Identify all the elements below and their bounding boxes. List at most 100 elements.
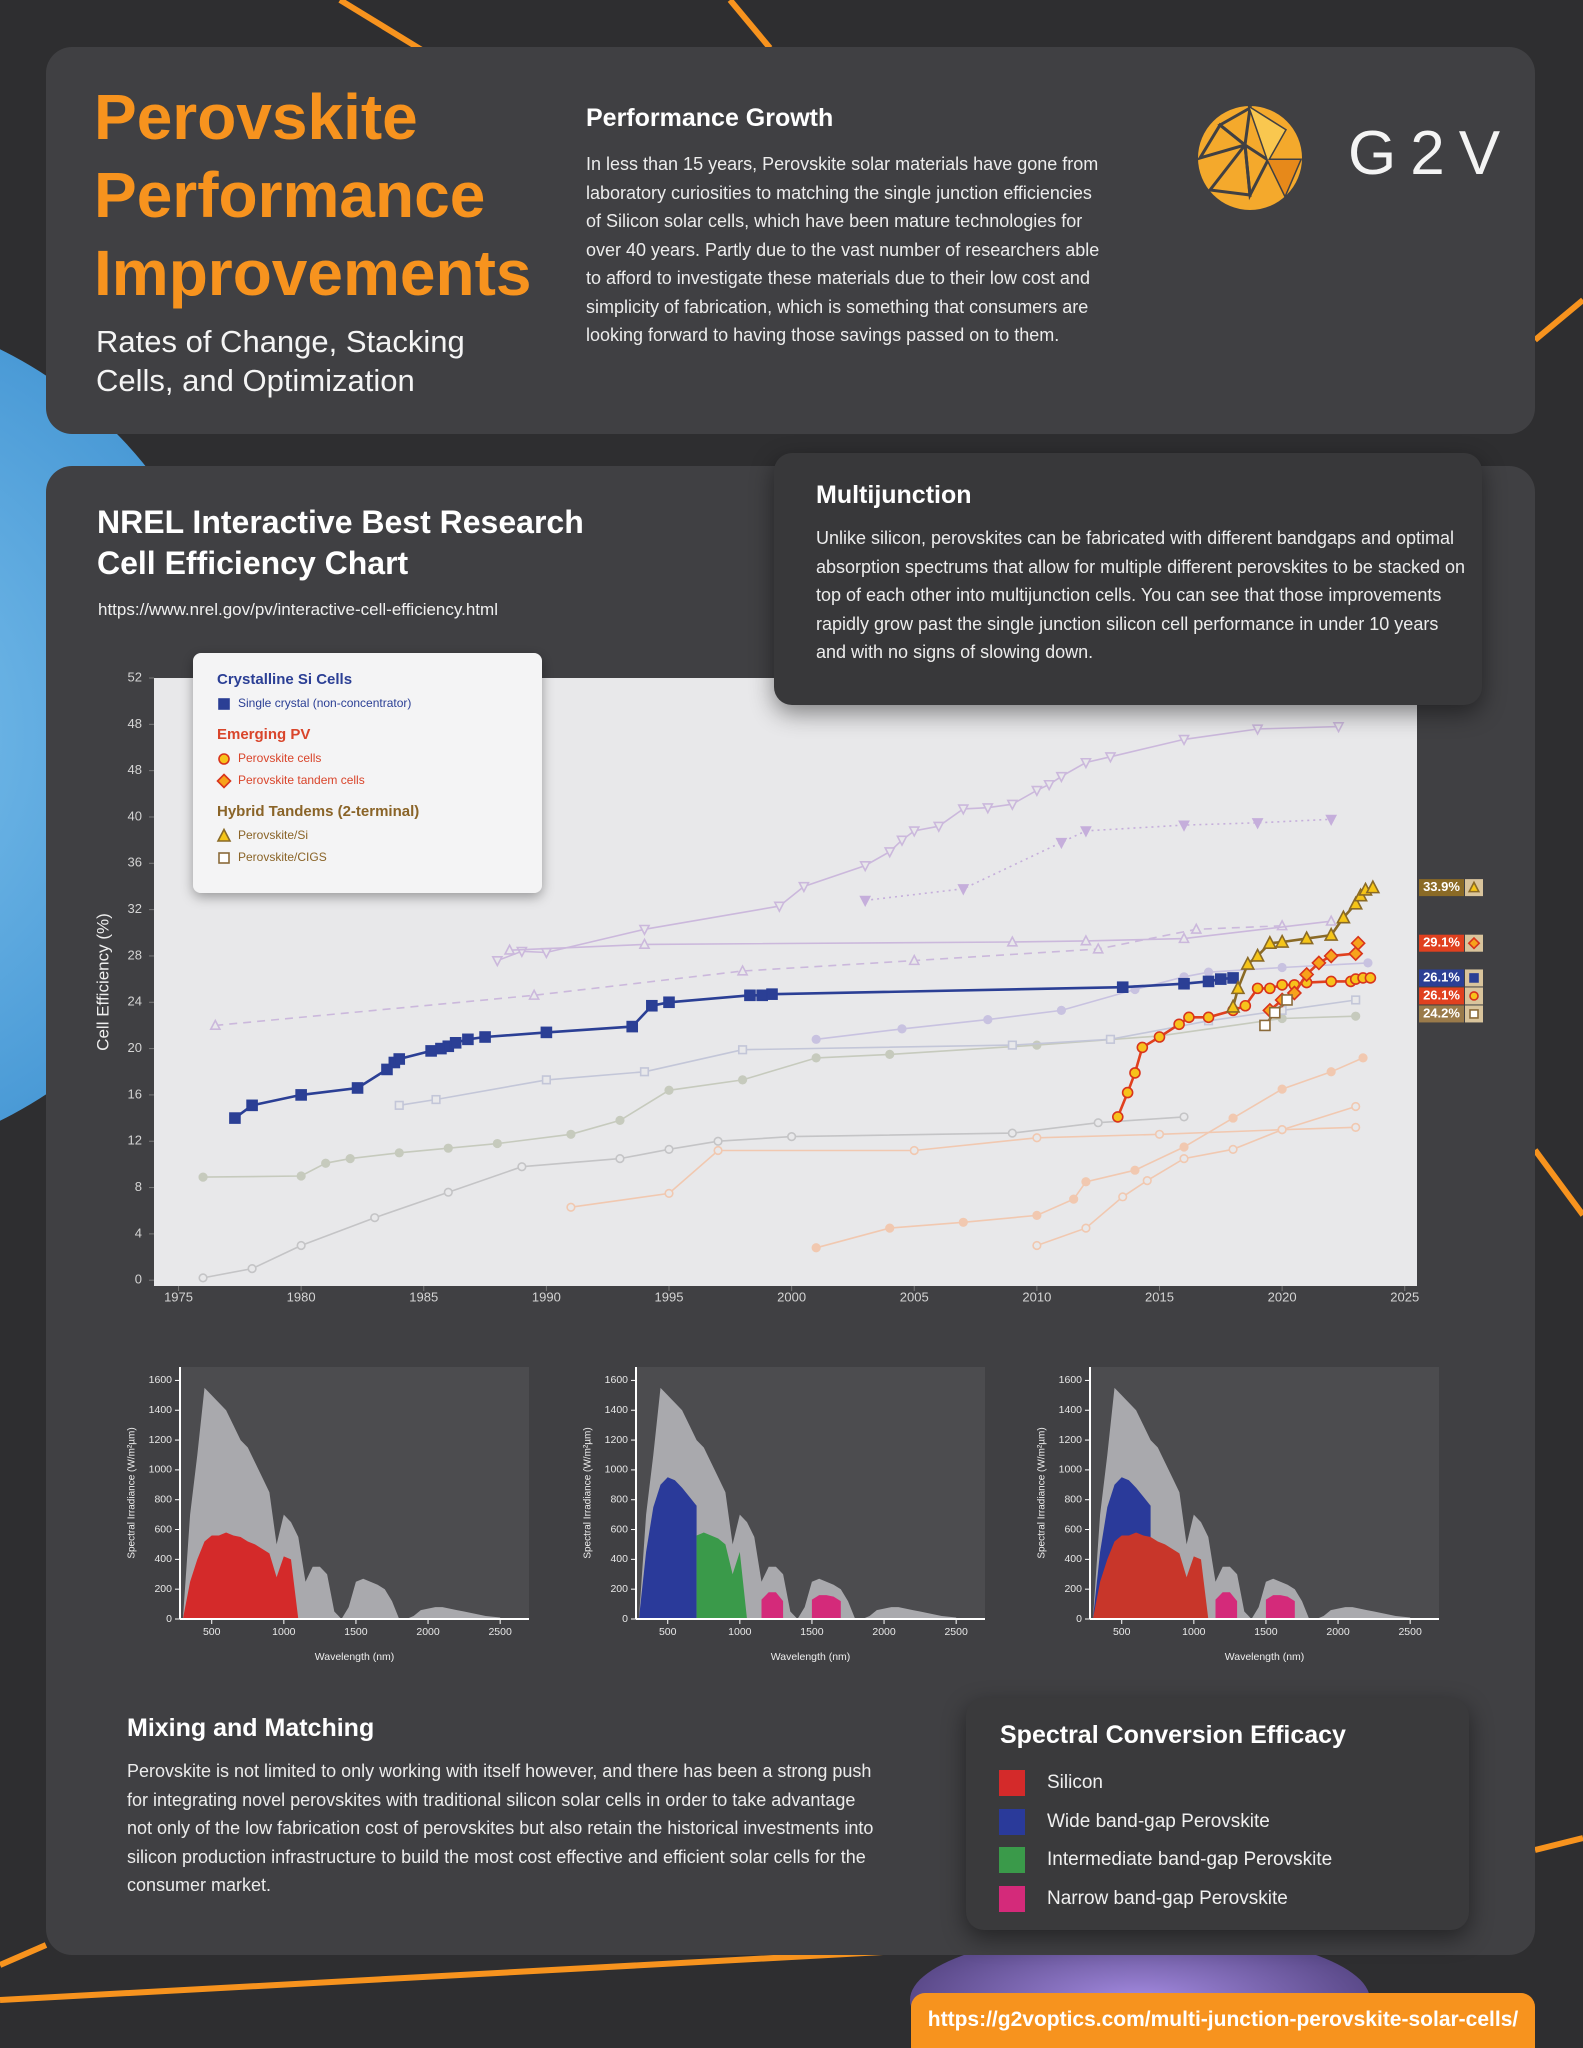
legend-group-title: Emerging PV [217, 726, 310, 743]
data-point [1251, 724, 1264, 736]
data-point [479, 1031, 491, 1043]
data-point [566, 1129, 576, 1139]
mixing-body: Perovskite is not limited to only workin… [127, 1761, 874, 1895]
footer-url[interactable]: https://g2voptics.com/multi-junction-per… [927, 2008, 1519, 2031]
y-tick-label: 0 [135, 1272, 142, 1287]
x-tick-label: 2000 [777, 1289, 806, 1304]
data-point [491, 955, 504, 968]
data-point [1136, 1041, 1149, 1054]
data-point [541, 1075, 551, 1085]
data-point [1032, 1240, 1042, 1251]
data-point [859, 895, 872, 908]
data-point [1350, 935, 1366, 951]
data-point [209, 1018, 222, 1031]
y-tick-label: 1000 [149, 1464, 173, 1476]
data-point [713, 1145, 723, 1156]
y-tick-label: 800 [610, 1493, 628, 1505]
x-tick-label: 1990 [532, 1289, 561, 1304]
spectrum-area [1215, 1592, 1295, 1619]
data-point [932, 821, 945, 833]
x-axis-label: Wavelength (nm) [771, 1651, 851, 1663]
data-point [1178, 820, 1190, 832]
data-point [1203, 967, 1214, 977]
data-point [1032, 1210, 1042, 1220]
data-point [1227, 972, 1239, 984]
data-point [1092, 942, 1105, 954]
value-label-box [1419, 969, 1464, 987]
x-tick-label: 2010 [1022, 1289, 1051, 1304]
data-point [638, 937, 651, 949]
y-tick-label: 1200 [1059, 1434, 1083, 1446]
data-point [756, 989, 769, 1002]
legend-marker [216, 773, 232, 789]
data-point [1323, 948, 1339, 964]
data-point [626, 1020, 639, 1033]
y-tick-label: 400 [610, 1553, 628, 1565]
data-point [370, 1213, 380, 1223]
multijunction-body: Unlike silicon, perovskites can be fabri… [816, 528, 1466, 662]
y-tick-label: 48 [128, 716, 142, 731]
data-point [908, 826, 921, 838]
x-tick-label: 1975 [164, 1289, 193, 1304]
y-tick-label: 1600 [1059, 1374, 1083, 1386]
y-tick-label: 400 [154, 1553, 172, 1565]
value-label-box [1419, 987, 1464, 1005]
data-point [1323, 926, 1339, 941]
y-tick-label: 200 [154, 1583, 172, 1595]
legend-swatch [999, 1886, 1025, 1912]
y-tick-label: 8 [135, 1179, 142, 1194]
data-point [246, 1099, 258, 1112]
data-point [639, 1067, 650, 1077]
y-tick-label: 32 [128, 901, 142, 916]
data-point [1183, 1011, 1195, 1024]
data-point [1276, 979, 1288, 991]
data-point [1112, 1111, 1124, 1123]
series-line [399, 999, 1356, 1107]
data-point [1277, 1125, 1287, 1135]
header-card [46, 47, 1535, 434]
y-tick-label: 52 [128, 669, 142, 684]
data-point [897, 1024, 907, 1034]
data-point [1056, 1005, 1066, 1015]
data-point [1116, 981, 1129, 994]
data-point [1069, 1194, 1079, 1204]
legend: Crystalline Si Cells Single crystal (non-… [193, 653, 542, 893]
data-point [1225, 998, 1241, 1013]
data-point [1190, 922, 1203, 934]
growth-body: In less than 15 years, Perovskite solar … [586, 154, 1100, 345]
data-point [787, 1132, 797, 1142]
x-tick-label: 2025 [1390, 1289, 1419, 1304]
data-point [381, 1063, 393, 1076]
data-point [198, 1172, 208, 1182]
spectrum-area [1092, 1532, 1209, 1619]
x-tick-label: 500 [203, 1626, 221, 1638]
x-tick-label: 1500 [1254, 1626, 1278, 1638]
data-point [1105, 1034, 1116, 1044]
data-point [1093, 1118, 1103, 1128]
y-tick-label: 4 [135, 1225, 142, 1240]
spectrum-area [638, 1477, 697, 1619]
y-tick-label: 12 [128, 1133, 142, 1148]
y-tick-label: 16 [128, 1086, 142, 1101]
legend-label: Silicon [1047, 1772, 1103, 1793]
y-tick-label: 0 [1076, 1613, 1082, 1625]
data-point [1007, 1128, 1017, 1138]
y-tick-label: 0 [622, 1613, 628, 1625]
data-point [1006, 799, 1019, 811]
data-point [425, 1045, 437, 1057]
data-point [1326, 1067, 1336, 1077]
data-point [664, 1144, 674, 1154]
data-point [1032, 1040, 1042, 1050]
value-label-icon [1469, 1009, 1479, 1019]
spectrum-area [761, 1592, 841, 1619]
data-point [229, 1112, 241, 1124]
data-point [1178, 734, 1190, 747]
value-label-icon [1469, 973, 1479, 983]
data-point [1178, 931, 1190, 944]
data-point [1055, 837, 1068, 850]
data-point [1154, 1129, 1165, 1139]
series-line [815, 1057, 1364, 1249]
data-point [1325, 814, 1338, 826]
